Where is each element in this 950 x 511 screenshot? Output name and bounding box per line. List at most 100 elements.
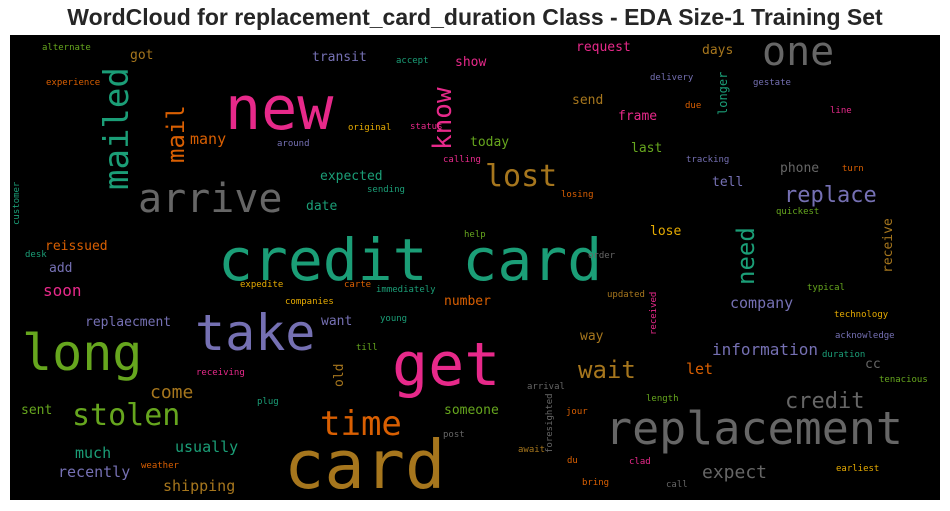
- word-order: order: [588, 251, 616, 261]
- word-take: take: [195, 304, 315, 362]
- word-phone: phone: [780, 161, 819, 176]
- word-card: card: [284, 426, 445, 500]
- wordcloud-canvas: credit card card replacement new take long get…: [10, 35, 940, 500]
- word-want: want: [321, 314, 352, 329]
- word-much: much: [75, 444, 111, 462]
- word-original: original: [348, 123, 391, 133]
- word-mailed: mailed: [97, 67, 137, 190]
- word-long: long: [22, 324, 142, 382]
- word-foresighted: foresighted: [545, 393, 555, 453]
- word-credit-card: credit card: [218, 226, 602, 294]
- word-got: got: [130, 48, 153, 63]
- word-turn: turn: [842, 164, 864, 174]
- word-tenacious: tenacious: [879, 375, 928, 385]
- word-today: today: [470, 135, 509, 150]
- word-transit: transit: [312, 50, 367, 65]
- word-replace: replace: [784, 183, 877, 208]
- word-sent: sent: [21, 403, 52, 418]
- word-mail: mail: [162, 105, 190, 163]
- wordcloud-words: credit card card replacement new take long get…: [12, 35, 928, 500]
- word-new: new: [225, 74, 334, 144]
- word-sending: sending: [367, 185, 405, 195]
- word-expect: expect: [702, 462, 767, 483]
- word-status: status: [410, 122, 443, 132]
- word-quickest: quickest: [776, 207, 819, 217]
- word-till: till: [356, 343, 378, 353]
- word-help: help: [464, 230, 486, 240]
- word-usually: usually: [175, 438, 238, 456]
- word-add: add: [49, 261, 72, 276]
- word-gestate: gestate: [753, 78, 791, 88]
- word-weather: weather: [141, 461, 180, 471]
- word-know: know: [428, 87, 458, 150]
- word-stolen: stolen: [72, 398, 180, 433]
- word-frame: frame: [618, 109, 657, 124]
- word-await: await: [518, 445, 545, 455]
- wordcloud-background: [10, 35, 940, 500]
- word-wait: wait: [578, 356, 636, 384]
- word-way: way: [580, 329, 604, 344]
- word-expedite: expedite: [240, 280, 283, 290]
- word-recently: recently: [58, 463, 130, 481]
- word-plug: plug: [257, 397, 279, 407]
- word-post: post: [443, 430, 465, 440]
- word-need: need: [732, 227, 760, 285]
- word-line: line: [830, 106, 852, 116]
- word-number: number: [444, 294, 491, 309]
- word-get: get: [392, 330, 500, 400]
- word-call: call: [666, 480, 688, 490]
- word-arrive: arrive: [138, 176, 283, 222]
- word-request: request: [576, 40, 631, 55]
- word-shipping: shipping: [163, 477, 235, 495]
- word-customer: customer: [12, 181, 22, 225]
- word-losing: losing: [561, 190, 594, 200]
- word-duration: duration: [822, 350, 865, 360]
- word-clad: clad: [629, 457, 651, 467]
- word-length: length: [646, 394, 679, 404]
- word-arrival: arrival: [527, 382, 565, 392]
- word-du: du: [567, 456, 578, 466]
- word-company: company: [730, 294, 793, 312]
- word-around: around: [277, 139, 310, 149]
- word-credit: credit: [785, 389, 864, 414]
- word-one: one: [762, 35, 834, 75]
- word-desk: desk: [25, 250, 47, 260]
- word-last: last: [631, 141, 662, 156]
- word-expected: expected: [320, 169, 383, 184]
- word-someone: someone: [444, 403, 499, 418]
- word-show: show: [455, 55, 486, 70]
- word-tell: tell: [712, 175, 743, 190]
- word-old: old: [332, 364, 347, 387]
- word-young: young: [380, 314, 407, 324]
- word-lose: lose: [650, 224, 681, 239]
- word-reissued: reissued: [45, 239, 108, 254]
- word-cc: cc: [865, 357, 881, 372]
- word-receiving: receiving: [196, 368, 245, 378]
- word-calling: calling: [443, 155, 481, 165]
- word-receive: receive: [881, 218, 896, 273]
- word-technology: technology: [834, 310, 889, 320]
- word-come: come: [150, 382, 193, 403]
- word-send: send: [572, 93, 603, 108]
- word-jour: jour: [566, 407, 588, 417]
- word-immediately: immediately: [376, 285, 436, 295]
- word-replaecment: replaecment: [85, 315, 171, 330]
- word-alternate: alternate: [42, 43, 91, 53]
- word-date: date: [306, 199, 337, 214]
- word-acknowledge: acknowledge: [835, 331, 895, 341]
- word-tracking: tracking: [686, 155, 729, 165]
- word-many: many: [190, 130, 226, 148]
- word-experience: experience: [46, 78, 100, 88]
- word-received: received: [649, 292, 659, 335]
- word-companies: companies: [285, 297, 334, 307]
- chart-title: WordCloud for replacement_card_duration …: [67, 4, 883, 30]
- word-let: let: [686, 360, 713, 378]
- word-delivery: delivery: [650, 73, 694, 83]
- word-longer: longer: [716, 72, 730, 115]
- word-replacement: replacement: [605, 402, 903, 455]
- word-accept: accept: [396, 56, 429, 66]
- word-information: information: [712, 340, 818, 359]
- word-days: days: [702, 43, 733, 58]
- word-bring: bring: [582, 478, 609, 488]
- word-updated: updated: [607, 290, 645, 300]
